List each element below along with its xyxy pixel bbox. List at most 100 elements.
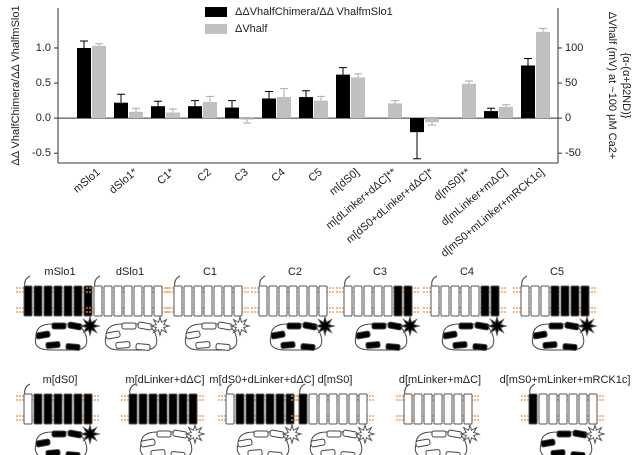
error-bar xyxy=(265,90,273,99)
error-bar xyxy=(154,100,162,107)
helix xyxy=(33,285,43,317)
y2-tick-label: -50 xyxy=(565,147,581,159)
y2-axis-sublabel: {α-(α+β2ND)} xyxy=(620,53,632,119)
rck-helix xyxy=(300,343,316,351)
helix xyxy=(235,393,245,425)
rck-helix xyxy=(253,430,269,438)
error-bar xyxy=(465,80,473,84)
bar xyxy=(314,100,328,119)
rck-helix xyxy=(371,322,387,330)
panel-label: C2 xyxy=(288,266,302,278)
rck-helix xyxy=(65,451,81,455)
bar xyxy=(129,111,143,119)
rck-helix xyxy=(65,343,81,351)
helix xyxy=(298,285,308,317)
rck-helix xyxy=(458,322,474,330)
rck-helix xyxy=(35,330,51,340)
panel-label: m[dS0] xyxy=(43,374,78,386)
rck-ring xyxy=(34,323,88,351)
helix xyxy=(113,285,123,317)
ca-bowl xyxy=(584,423,606,445)
rck-helix xyxy=(562,343,578,351)
helix xyxy=(318,285,328,317)
error-bar xyxy=(191,100,199,107)
rck-ring xyxy=(309,431,363,455)
panel-label: d[mS0+mLinker+mRCK1c] xyxy=(500,374,631,386)
x-tick-label: C2 xyxy=(195,166,213,184)
rck-helix xyxy=(550,449,566,455)
helix xyxy=(265,393,275,425)
rck-helix xyxy=(340,451,356,455)
ca-bowl xyxy=(79,423,101,445)
ca-bowl xyxy=(459,423,481,445)
helix xyxy=(343,285,353,317)
y2-tick-label: 100 xyxy=(565,42,583,54)
y-tick-label: 0.5 xyxy=(36,77,51,89)
helix xyxy=(148,393,158,425)
helix xyxy=(73,393,83,425)
bar xyxy=(388,103,402,119)
rck-helix xyxy=(342,429,358,439)
error-bar xyxy=(391,100,399,104)
helix xyxy=(43,393,53,425)
channel-icon xyxy=(218,383,303,455)
bar xyxy=(166,112,180,119)
x-tick-label: C4 xyxy=(269,166,287,184)
helix xyxy=(463,393,473,425)
helix xyxy=(538,393,548,425)
bar xyxy=(521,65,535,119)
bar xyxy=(425,118,439,123)
helix xyxy=(258,285,268,317)
helix xyxy=(225,393,235,425)
panel-label: m[dLinker+dΔC] xyxy=(125,374,204,386)
helix xyxy=(318,393,328,425)
rck-helix xyxy=(156,430,172,438)
rck-ring xyxy=(236,431,290,455)
error-bar xyxy=(354,73,362,78)
helix xyxy=(255,393,265,425)
helix xyxy=(450,285,460,317)
rck-helix xyxy=(195,341,211,349)
rck-helix xyxy=(415,438,431,448)
helix xyxy=(158,393,168,425)
helix xyxy=(23,285,33,317)
helix xyxy=(570,285,580,317)
ca-bowl xyxy=(184,423,206,445)
rck-helix xyxy=(474,321,490,331)
helix xyxy=(353,285,363,317)
helix xyxy=(403,393,413,425)
rck-helix xyxy=(286,322,302,330)
y-axis-label: ΔΔ VhalfChimera/ΔΔ VhalfmSlo1 xyxy=(10,5,22,165)
panel-label: mSlo1 xyxy=(44,266,75,278)
rck-ring xyxy=(104,323,158,351)
rck-helix xyxy=(267,451,283,455)
rck-helix xyxy=(247,449,263,455)
rck-helix xyxy=(45,449,61,455)
helix xyxy=(23,393,33,425)
x-tick-label: C5 xyxy=(306,166,324,184)
rck-ring xyxy=(184,323,238,351)
helix xyxy=(43,285,53,317)
y-tick-label: 0.0 xyxy=(36,112,51,124)
helix xyxy=(138,393,148,425)
channel-icon xyxy=(513,275,598,351)
rck-helix xyxy=(326,430,342,438)
error-bar xyxy=(413,132,421,160)
channel-icon xyxy=(336,275,421,351)
y2-tick-label: 50 xyxy=(565,77,577,89)
helix xyxy=(223,285,233,317)
bar xyxy=(240,118,254,120)
rck-helix xyxy=(310,438,326,448)
bar xyxy=(277,97,291,119)
bar xyxy=(151,106,165,119)
helix xyxy=(168,393,178,425)
channel-icon xyxy=(16,275,101,351)
rck-ring xyxy=(269,323,323,351)
bar xyxy=(536,31,550,119)
helix xyxy=(128,393,138,425)
error-bar xyxy=(169,108,177,113)
rck-helix xyxy=(121,322,137,330)
helix xyxy=(443,393,453,425)
helix xyxy=(338,393,348,425)
rck-helix xyxy=(556,430,572,438)
